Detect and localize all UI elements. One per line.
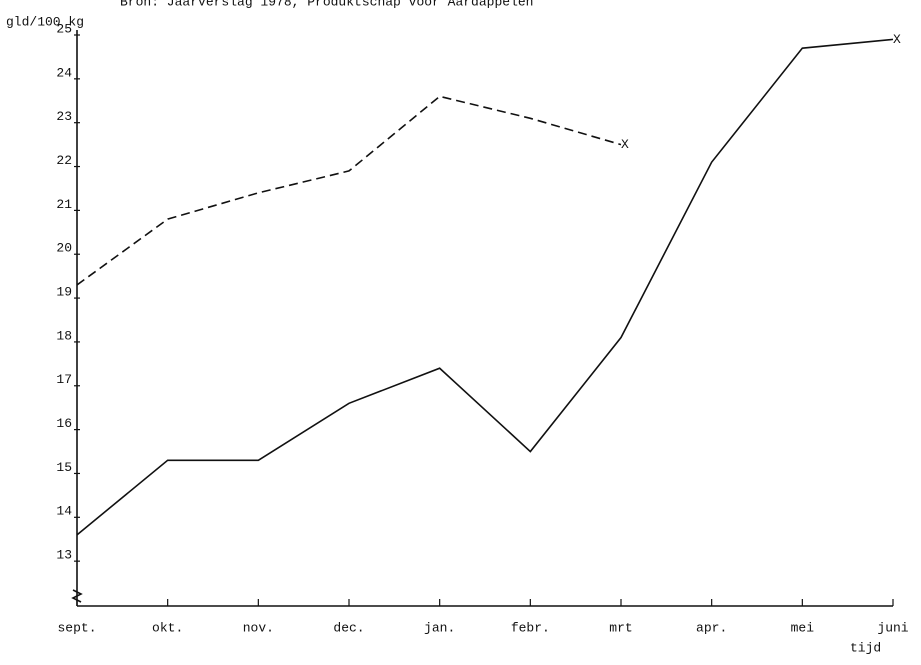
x-tick-label: apr. bbox=[696, 620, 727, 635]
y-tick-label: 18 bbox=[56, 328, 72, 343]
y-tick-label: 20 bbox=[56, 241, 72, 256]
y-tick-label: 24 bbox=[56, 65, 72, 80]
y-tick-label: 15 bbox=[56, 460, 72, 475]
end-marker: X bbox=[621, 137, 629, 152]
x-tick-label: mrt bbox=[609, 620, 632, 635]
line-series bbox=[76, 38, 894, 536]
line-series bbox=[76, 95, 622, 286]
x-tick-label: mei bbox=[791, 620, 815, 635]
x-tick-label: jan. bbox=[424, 620, 455, 635]
x-tick-label: sept. bbox=[57, 620, 96, 635]
x-tick-label: juni bbox=[877, 620, 908, 635]
x-tick-label: okt. bbox=[152, 620, 183, 635]
y-tick-label: 14 bbox=[56, 504, 72, 519]
y-tick-label: 23 bbox=[56, 109, 72, 124]
y-axis-label: gld/100 kg bbox=[6, 14, 84, 29]
y-tick-label: 25 bbox=[56, 21, 72, 36]
x-axis-label: tijd bbox=[850, 640, 881, 655]
y-tick-label: 17 bbox=[56, 372, 72, 387]
x-tick-label: nov. bbox=[243, 620, 274, 635]
y-tick-label: 21 bbox=[56, 197, 72, 212]
end-marker: X bbox=[893, 32, 901, 47]
y-tick-label: 16 bbox=[56, 416, 72, 431]
y-tick-label: 22 bbox=[56, 153, 72, 168]
x-tick-label: febr. bbox=[511, 620, 550, 635]
y-tick-label: 13 bbox=[56, 548, 72, 563]
chart-subtitle: Bron: Jaarverslag 1978, Produktschap voo… bbox=[120, 0, 533, 9]
y-tick-label: 19 bbox=[56, 285, 72, 300]
x-tick-label: dec. bbox=[333, 620, 364, 635]
